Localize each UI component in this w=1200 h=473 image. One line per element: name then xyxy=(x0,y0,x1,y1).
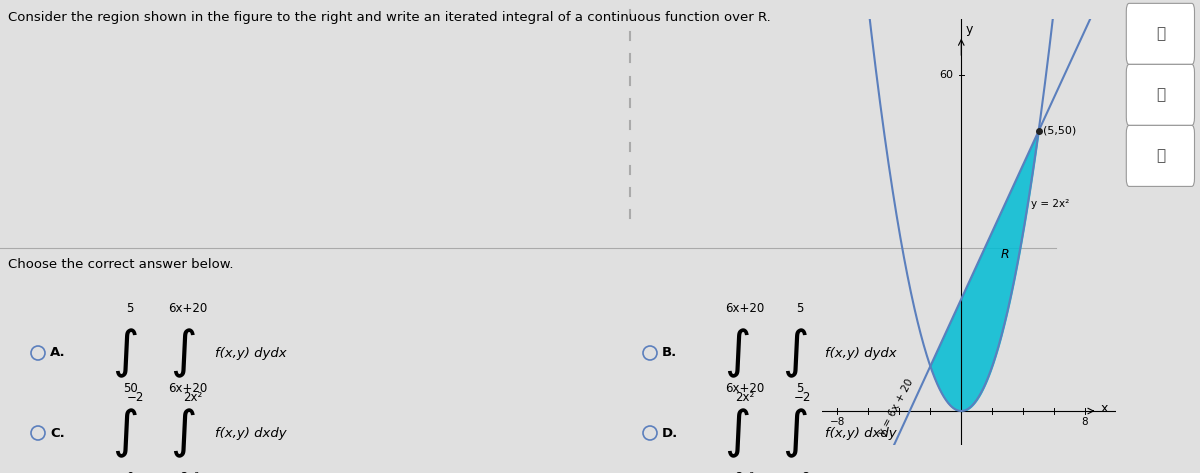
Text: −2: −2 xyxy=(126,391,144,404)
Text: 6x+20: 6x+20 xyxy=(168,382,208,395)
Text: R: R xyxy=(1001,248,1009,261)
Text: 6x+20: 6x+20 xyxy=(168,302,208,315)
Text: f(x,y) dydx: f(x,y) dydx xyxy=(215,347,287,359)
Text: C.: C. xyxy=(50,427,65,439)
Text: A.: A. xyxy=(50,347,66,359)
Text: 6x+20: 6x+20 xyxy=(725,302,764,315)
Text: $\int$: $\int$ xyxy=(724,326,750,380)
Text: 5: 5 xyxy=(797,302,804,315)
Text: 5: 5 xyxy=(126,302,133,315)
Text: (5,50): (5,50) xyxy=(1043,126,1076,136)
Text: 0: 0 xyxy=(126,471,133,473)
Text: $\int$: $\int$ xyxy=(782,326,808,380)
Text: −2: −2 xyxy=(793,391,811,404)
Text: 2x²: 2x² xyxy=(736,471,755,473)
Text: 6x+20: 6x+20 xyxy=(725,382,764,395)
Text: D.: D. xyxy=(662,427,678,439)
Text: f(x,y) dydx: f(x,y) dydx xyxy=(826,347,896,359)
Text: x: x xyxy=(1100,402,1108,415)
Text: $\int$: $\int$ xyxy=(112,406,138,460)
Text: 🔍: 🔍 xyxy=(1156,88,1165,102)
Text: 🔍: 🔍 xyxy=(1156,26,1165,41)
Text: $\int$: $\int$ xyxy=(170,326,196,380)
Text: B.: B. xyxy=(662,347,677,359)
FancyBboxPatch shape xyxy=(1127,64,1194,125)
Text: 5: 5 xyxy=(797,382,804,395)
Text: y = 2x²: y = 2x² xyxy=(1031,199,1069,209)
Text: $\int$: $\int$ xyxy=(170,406,196,460)
FancyBboxPatch shape xyxy=(1127,3,1194,64)
Text: −2: −2 xyxy=(793,471,811,473)
Text: 2x²: 2x² xyxy=(184,391,203,404)
Text: $\int$: $\int$ xyxy=(724,406,750,460)
Text: f(x,y) dxdy: f(x,y) dxdy xyxy=(826,427,896,439)
Text: 2x²: 2x² xyxy=(736,391,755,404)
Text: 2x²: 2x² xyxy=(180,471,199,473)
Text: −8: −8 xyxy=(829,417,845,427)
Text: 8: 8 xyxy=(1081,417,1088,427)
Text: 50: 50 xyxy=(122,382,137,395)
Text: f(x,y) dxdy: f(x,y) dxdy xyxy=(215,427,287,439)
Text: Choose the correct answer below.: Choose the correct answer below. xyxy=(8,258,234,271)
Text: $\int$: $\int$ xyxy=(782,406,808,460)
Text: 60: 60 xyxy=(940,70,954,80)
Text: 🗗: 🗗 xyxy=(1156,149,1165,163)
Text: y: y xyxy=(966,23,973,36)
Text: $\int$: $\int$ xyxy=(112,326,138,380)
FancyBboxPatch shape xyxy=(1127,125,1194,186)
Text: Consider the region shown in the figure to the right and write an iterated integ: Consider the region shown in the figure … xyxy=(8,11,770,24)
Text: y = 6x + 20: y = 6x + 20 xyxy=(877,377,916,437)
